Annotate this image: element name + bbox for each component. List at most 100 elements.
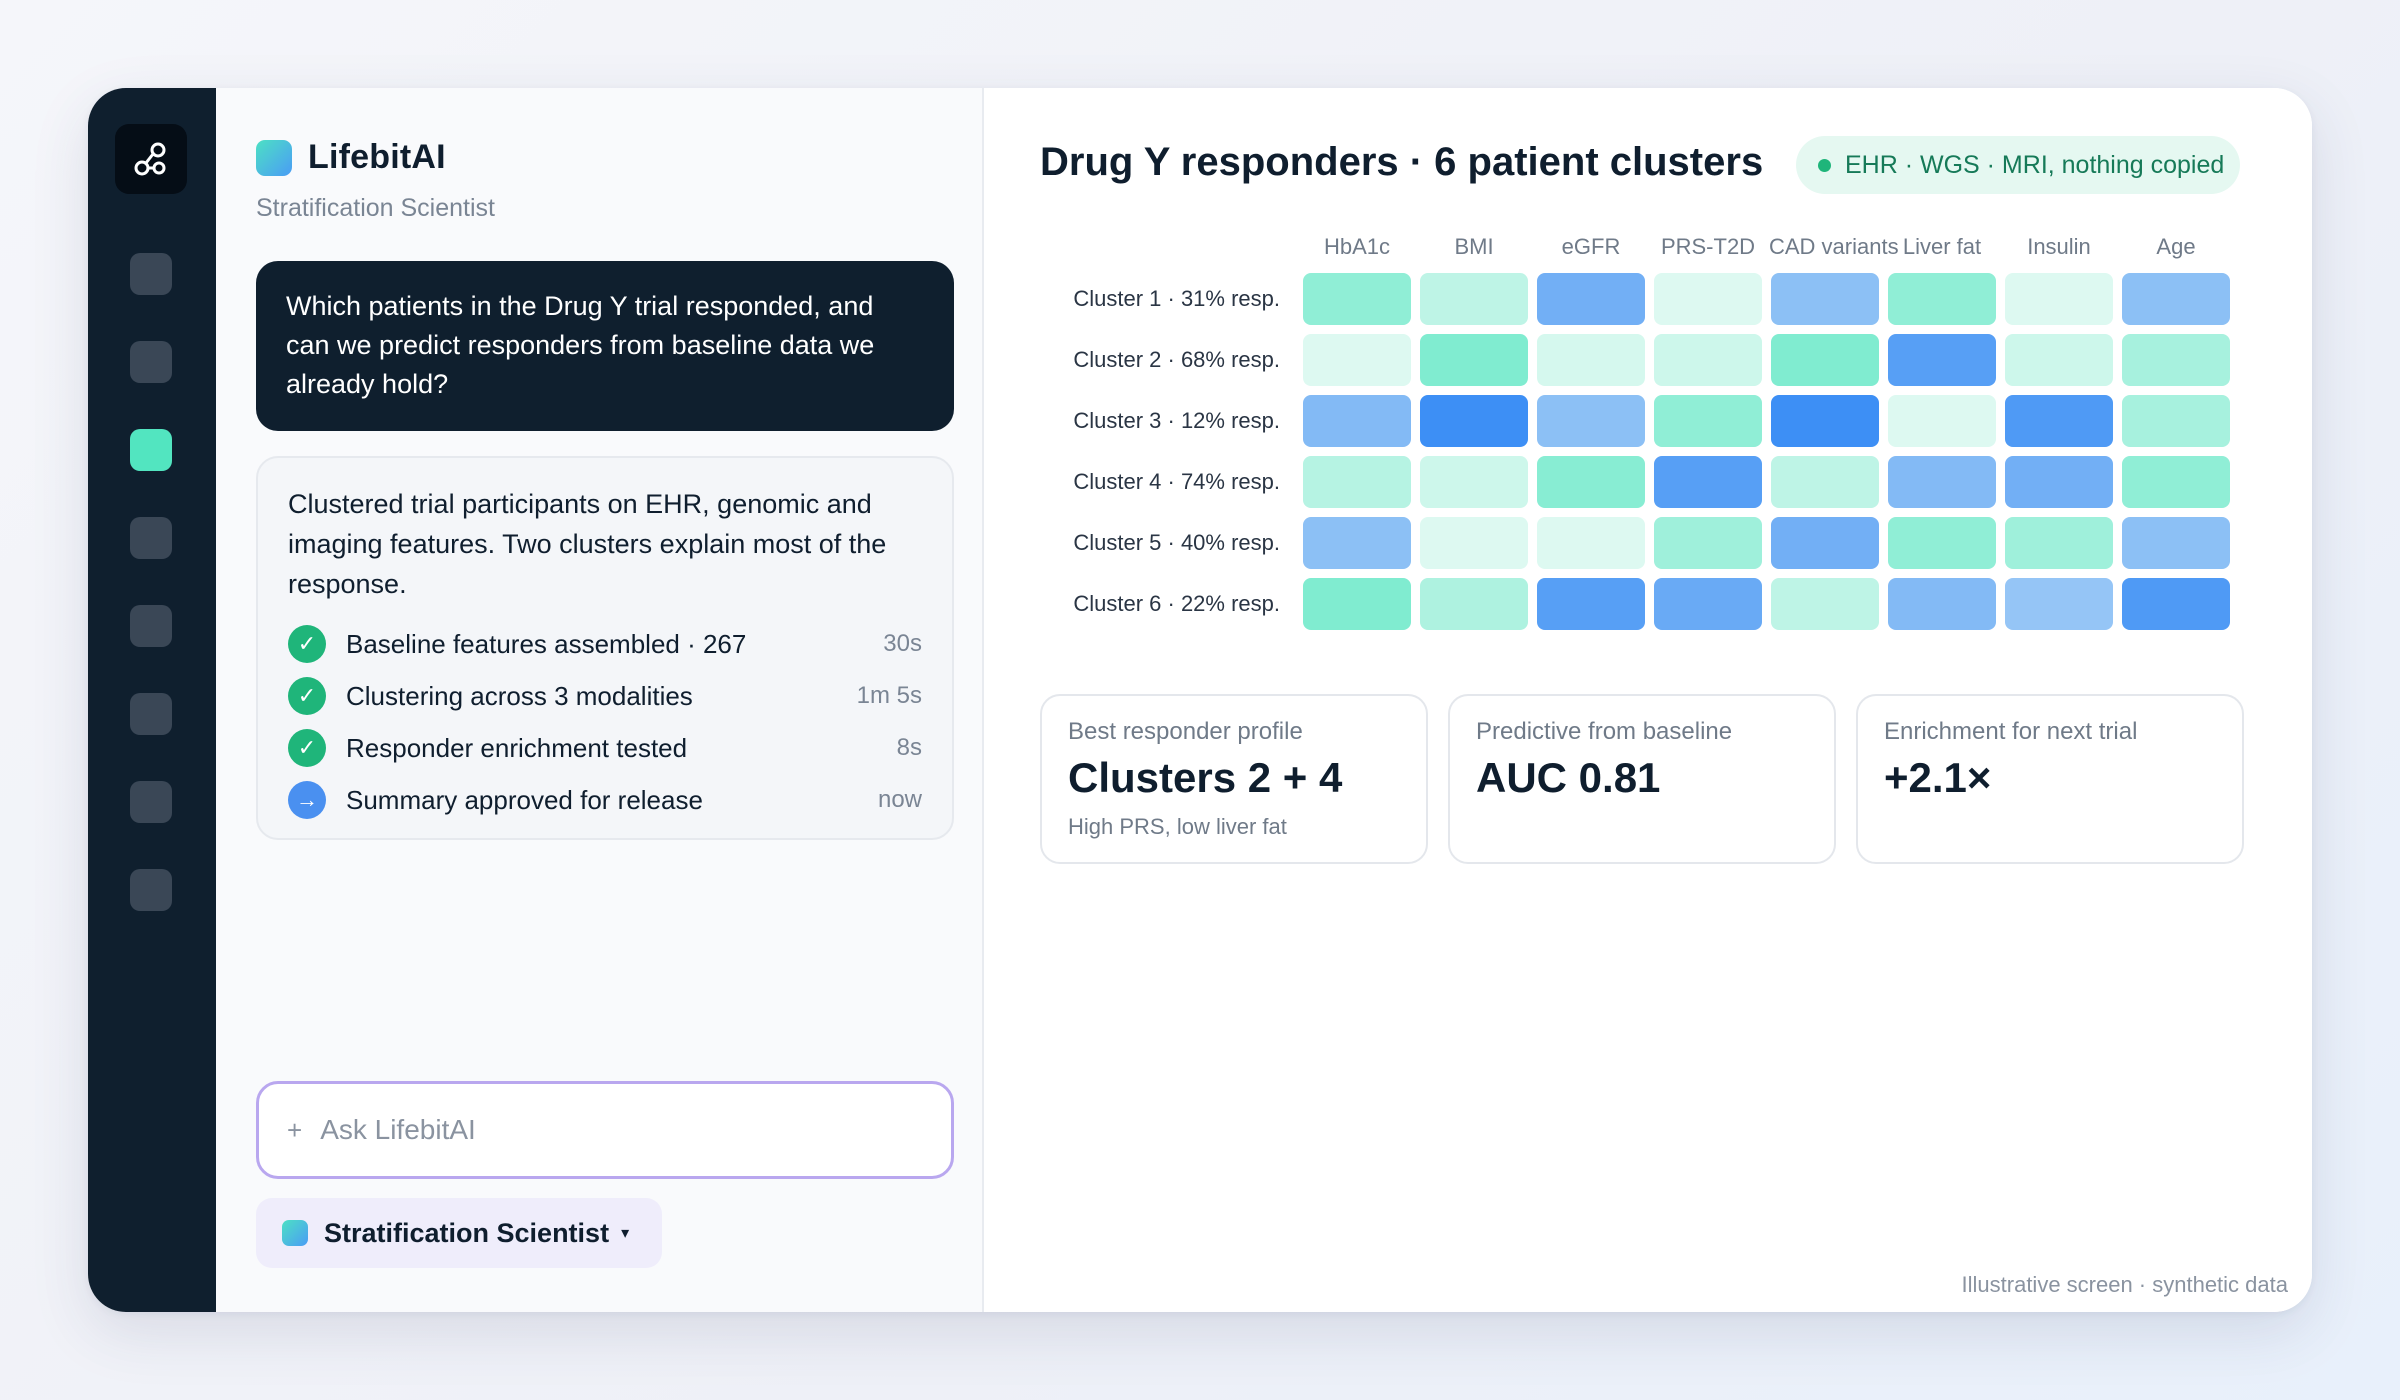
molecule-icon[interactable]: [115, 124, 187, 194]
nav-item-1[interactable]: [130, 253, 172, 295]
brand-name: LifebitAI: [308, 138, 446, 176]
heatmap-cell[interactable]: [1888, 517, 1996, 569]
heatmap-cell[interactable]: [1654, 456, 1762, 508]
heatmap-cell[interactable]: [1888, 578, 1996, 630]
metric-card-value: +2.1×: [1884, 754, 1992, 801]
heatmap-cell[interactable]: [1420, 456, 1528, 508]
assistant-message: Clustered trial participants on EHR, gen…: [256, 456, 954, 840]
status-dot-icon: [1818, 158, 1831, 172]
metric-card-label: Predictive from baseline: [1476, 718, 1733, 745]
heatmap-cell[interactable]: [1888, 273, 1996, 325]
heatmap-cell[interactable]: [1771, 395, 1879, 447]
results-panel: Drug Y responders · 6 patient clusters E…: [984, 88, 2312, 1312]
nav-rail: [88, 88, 216, 1312]
heatmap-column-label: Age: [2156, 234, 2196, 259]
heatmap-cell[interactable]: [2122, 517, 2230, 569]
footnote: Illustrative screen · synthetic data: [1961, 1272, 2288, 1297]
heatmap-cell[interactable]: [1303, 517, 1411, 569]
check-icon: ✓: [288, 729, 326, 767]
nav-item-6[interactable]: [130, 693, 172, 735]
heatmap-cell[interactable]: [1303, 273, 1411, 325]
heatmap-cell[interactable]: [2005, 517, 2113, 569]
task-step-time: 8s: [896, 734, 922, 761]
heatmap-row-label: Cluster 3 · 12% resp.: [1073, 408, 1280, 433]
task-step: → Summary approved for release now: [288, 774, 922, 826]
nav-item-7[interactable]: [130, 781, 172, 823]
heatmap-cell[interactable]: [2005, 456, 2113, 508]
check-icon: ✓: [288, 625, 326, 663]
heatmap-cell[interactable]: [1537, 517, 1645, 569]
heatmap-cell[interactable]: [2122, 273, 2230, 325]
heatmap-cell[interactable]: [1303, 395, 1411, 447]
ask-placeholder: Ask LifebitAI: [320, 1114, 476, 1145]
nav-item-8[interactable]: [130, 869, 172, 911]
nav-item-4[interactable]: [130, 517, 172, 559]
assistant-message-text: Clustered trial participants on EHR, gen…: [288, 489, 887, 599]
heatmap-cell[interactable]: [1420, 334, 1528, 386]
nav-item-3[interactable]: [130, 429, 172, 471]
heatmap-cell[interactable]: [2005, 395, 2113, 447]
app-window: LifebitAI Stratification Scientist Which…: [88, 88, 2312, 1312]
heatmap-cell[interactable]: [1771, 517, 1879, 569]
task-step: ✓ Clustering across 3 modalities 1m 5s: [288, 670, 922, 722]
brand: LifebitAI: [256, 138, 446, 177]
heatmap-cell[interactable]: [1771, 334, 1879, 386]
heatmap-cell[interactable]: [1771, 456, 1879, 508]
heatmap-column-label: PRS-T2D: [1660, 234, 1756, 259]
task-steps: ✓ Baseline features assembled · 267 30s ✓ Cl…: [288, 618, 922, 826]
agent-logo-icon: [282, 1220, 308, 1246]
heatmap-cell[interactable]: [1888, 334, 1996, 386]
metric-card: Best responder profile Clusters 2 + 4 High…: [1040, 694, 1428, 864]
heatmap-cell[interactable]: [2122, 578, 2230, 630]
heatmap-cell[interactable]: [2005, 578, 2113, 630]
nav-item-2[interactable]: [130, 341, 172, 383]
heatmap-cell[interactable]: [2122, 334, 2230, 386]
agent-selector[interactable]: Stratification Scientist ▾: [256, 1198, 662, 1268]
heatmap-cell[interactable]: [1771, 273, 1879, 325]
metric-card-sub: High PRS, low liver fat: [1068, 814, 1287, 839]
heatmap-cell[interactable]: [1537, 273, 1645, 325]
task-step-label: Responder enrichment tested: [346, 732, 688, 763]
heatmap-cell[interactable]: [1420, 395, 1528, 447]
heatmap-cell[interactable]: [1303, 334, 1411, 386]
task-step-time: now: [877, 786, 922, 813]
heatmap-cell[interactable]: [1654, 334, 1762, 386]
heatmap-cell[interactable]: [1888, 456, 1996, 508]
heatmap-cell[interactable]: [2005, 334, 2113, 386]
heatmap-cell[interactable]: [1303, 456, 1411, 508]
heatmap-cell[interactable]: [1420, 273, 1528, 325]
heatmap-cell[interactable]: [1420, 578, 1528, 630]
plus-icon[interactable]: +: [287, 1114, 303, 1145]
heatmap-cell[interactable]: [1537, 578, 1645, 630]
metric-card: Enrichment for next trial +2.1×: [1856, 694, 2244, 864]
heatmap-row-label: Cluster 4 · 74% resp.: [1073, 469, 1280, 494]
heatmap-cell[interactable]: [1537, 334, 1645, 386]
heatmap-cell[interactable]: [1771, 578, 1879, 630]
nav-item-5[interactable]: [130, 605, 172, 647]
heatmap-cell[interactable]: [1654, 578, 1762, 630]
metric-card-label: Enrichment for next trial: [1884, 718, 2138, 745]
heatmap-cell[interactable]: [2122, 456, 2230, 508]
heatmap-cell[interactable]: [1303, 578, 1411, 630]
heatmap-column-label: Insulin: [2027, 234, 2091, 259]
metric-card-label: Best responder profile: [1068, 718, 1303, 745]
heatmap-row-label: Cluster 5 · 40% resp.: [1073, 530, 1280, 555]
heatmap-cell[interactable]: [1654, 395, 1762, 447]
heatmap-cell[interactable]: [1654, 517, 1762, 569]
heatmap-column-label: HbA1c: [1323, 234, 1391, 259]
heatmap-cell[interactable]: [1537, 456, 1645, 508]
ask-input[interactable]: + Ask LifebitAI: [256, 1081, 954, 1179]
source-badge: EHR · WGS · MRI, nothing copied: [1796, 136, 2240, 194]
heatmap-cell[interactable]: [1420, 517, 1528, 569]
heatmap-cell[interactable]: [2122, 395, 2230, 447]
heatmap-cell[interactable]: [1888, 395, 1996, 447]
page-title: Drug Y responders · 6 patient clusters: [1040, 140, 1764, 184]
check-icon: ✓: [288, 677, 326, 715]
heatmap-row-label: Cluster 6 · 22% resp.: [1073, 591, 1280, 616]
heatmap-cell[interactable]: [1537, 395, 1645, 447]
task-step-label: Baseline features assembled · 267: [346, 628, 747, 659]
heatmap-cell[interactable]: [1654, 273, 1762, 325]
task-step: ✓ Baseline features assembled · 267 30s: [288, 618, 922, 670]
task-step-time: 1m 5s: [856, 682, 922, 709]
heatmap-cell[interactable]: [2005, 273, 2113, 325]
